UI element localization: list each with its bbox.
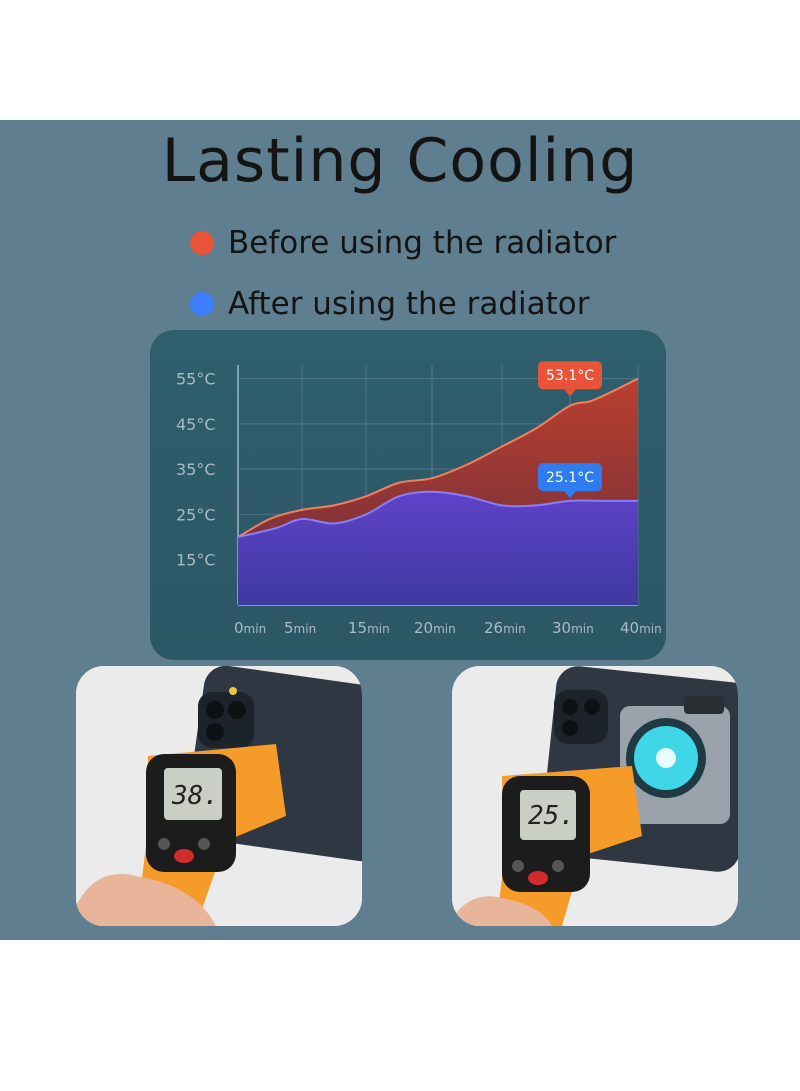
y-tick-label-35: 35°C	[176, 460, 216, 479]
callout-after-pointer	[564, 491, 576, 499]
chart-svg: 55°C 45°C 35°C 25°C 15°C 0min 5min 15min 20min 26…	[150, 330, 666, 660]
photo-before-illustration: 38.	[76, 666, 362, 926]
x-tick-label-0: 0min	[234, 619, 266, 637]
x-tick-label-15: 15min	[348, 619, 390, 637]
photo-after: 25.	[452, 666, 738, 926]
x-tick-label-26: 26min	[484, 619, 526, 637]
radiator-fan-illustration	[620, 696, 730, 824]
y-tick-label-55: 55°C	[176, 370, 216, 389]
x-tick-label-5: 5min	[284, 619, 316, 637]
page-title: Lasting Cooling	[161, 126, 639, 196]
callout-before-pointer	[564, 389, 576, 397]
legend-after-label: After using the radiator	[228, 286, 590, 322]
temperature-chart: 55°C 45°C 35°C 25°C 15°C 0min 5min 15min 20min 26…	[150, 330, 666, 660]
photo-before: 38.	[76, 666, 362, 926]
series-area-after	[238, 491, 638, 605]
photo-after-illustration: 25.	[452, 666, 738, 926]
series-line-before	[237, 377, 639, 538]
y-tick-label-15: 15°C	[176, 551, 216, 570]
legend-dot-before	[190, 231, 214, 255]
thermometer-gun-illustration: 38.	[76, 744, 286, 926]
callout-before-label: 53.1°C	[546, 368, 594, 384]
legend-before: Before using the radiator	[190, 223, 616, 263]
photo-after-reading: 25.	[528, 801, 575, 831]
x-tick-label-20: 20min	[414, 619, 456, 637]
y-tick-label-25: 25°C	[176, 505, 216, 524]
legend-before-label: Before using the radiator	[228, 225, 617, 261]
y-tick-label-45: 45°C	[176, 415, 216, 434]
legend-after: After using the radiator	[190, 284, 590, 324]
thermometer-gun-illustration: 25.	[452, 766, 642, 926]
callout-after-label: 25.1°C	[546, 470, 594, 486]
legend-dot-after	[190, 292, 214, 316]
photo-before-reading: 38.	[171, 781, 219, 811]
x-tick-label-40: 40min	[620, 619, 662, 637]
callout-before-box	[538, 361, 602, 390]
x-tick-label-30: 30min	[552, 619, 594, 637]
callout-after-box	[538, 463, 602, 492]
